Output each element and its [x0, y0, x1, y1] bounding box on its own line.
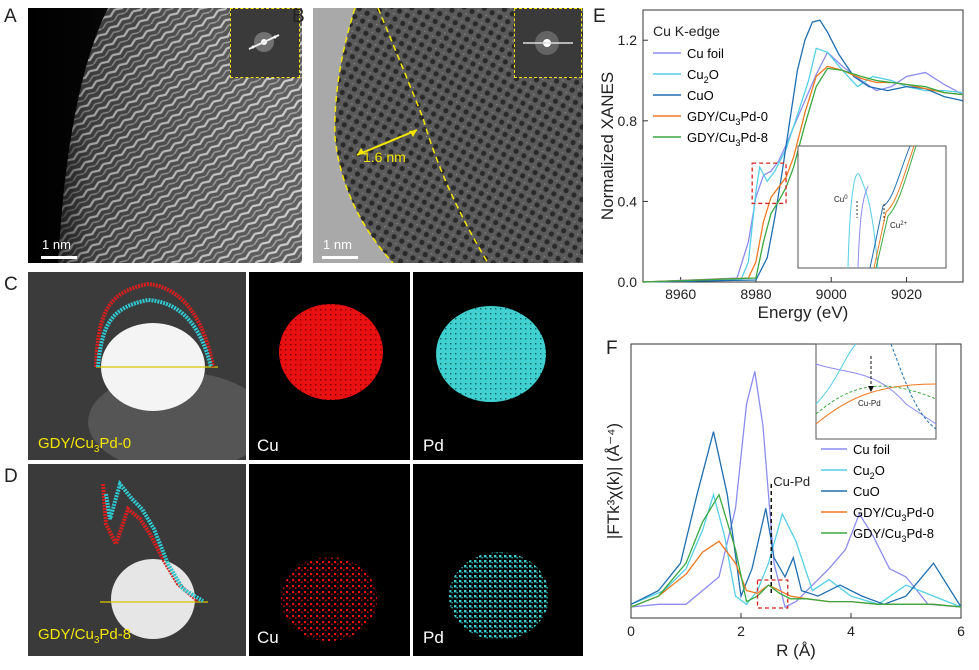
plot-frame	[630, 343, 962, 619]
legend-label: CuO	[687, 88, 714, 103]
inset-line	[847, 173, 879, 269]
inset-frame	[797, 145, 947, 269]
series-line	[630, 371, 962, 608]
cu-label-c: Cu	[257, 436, 279, 455]
series-line	[642, 19, 964, 283]
x-tick-label: 2	[737, 623, 745, 639]
hrtem-image-b: 1.6 nm 1 nm	[313, 8, 583, 263]
xanes-chart: 8960 8980 9000 9020 0.0 0.4 0.8 1.2 Energy (eV) N…	[598, 9, 964, 322]
inset: Cu-Pd	[815, 343, 937, 440]
series-line	[642, 47, 964, 283]
legend-label: GDY/Cu3Pd-0	[853, 505, 934, 523]
scale-bar-a	[41, 256, 77, 259]
exafs-chart: 0 2 4 6 R (Å) |FTk³χ(k)| (Å⁻⁴) Cu-Pd Cu foil Cu2…	[604, 343, 965, 660]
legend-label: GDY/Cu3Pd-0	[687, 109, 768, 127]
inset: Cu0 Cu2+	[797, 145, 947, 269]
x-tick-label: 4	[847, 623, 855, 639]
pd-label-d: Pd	[423, 628, 444, 647]
x-axis-label: Energy (eV)	[758, 303, 849, 322]
x-axis-label: R (Å)	[776, 641, 816, 660]
x-tick-label: 6	[957, 623, 965, 639]
cu-map-c: Cu	[249, 272, 410, 460]
scale-text-b: 1 nm	[323, 237, 352, 252]
highlight-box	[756, 579, 789, 609]
x-tick-label: 8980	[740, 286, 771, 302]
fft-pattern-a	[248, 32, 280, 52]
x-tick-label: 8960	[665, 286, 696, 302]
scale-bar-b	[322, 256, 358, 259]
haadf-image-c: GDY/Cu3Pd-0	[28, 272, 246, 460]
y-tick-label: 1.2	[618, 32, 638, 48]
pd-map-dots-d	[449, 552, 549, 640]
width-label-b: 1.6 nm	[363, 149, 406, 165]
pd-map-dots-c	[436, 306, 546, 402]
legend-label: Cu foil	[853, 442, 890, 457]
panel-letter-b: B	[292, 6, 305, 27]
y-tick-label: 0.8	[618, 113, 638, 129]
x-tick-label: 9000	[816, 286, 847, 302]
panel-letter-d: D	[4, 466, 18, 487]
inset-line	[857, 185, 869, 269]
inset-line	[890, 343, 937, 430]
fft-pattern-b	[523, 31, 573, 55]
panel-letter-f: F	[606, 338, 618, 359]
inset-line	[815, 383, 937, 425]
stem-image-a: 1 nm	[28, 8, 302, 263]
panel-letter-a: A	[4, 6, 17, 27]
pd-label-c: Pd	[423, 436, 444, 455]
fft-inset-a	[230, 8, 300, 78]
panel-letter-c: C	[4, 274, 18, 295]
haadf-image-d: GDY/Cu3Pd-8	[28, 464, 246, 656]
inset-arrow	[868, 386, 874, 392]
legend-label: CuO	[853, 484, 880, 499]
inset-line	[869, 145, 911, 269]
scale-text-a: 1 nm	[42, 237, 71, 252]
linescan-d	[100, 479, 208, 639]
series-line	[642, 67, 964, 283]
series-group	[642, 19, 964, 283]
inset-line	[875, 145, 917, 269]
plot-frame	[642, 9, 964, 283]
inset-label-cu0: Cu0	[834, 195, 848, 204]
inset-label-cu2: Cu2+	[890, 221, 908, 230]
sample-label-c: GDY/Cu3Pd-0	[38, 435, 132, 455]
inset-label: Cu-Pd	[858, 399, 881, 408]
inset-line	[815, 343, 857, 405]
fft-inset-b	[514, 8, 582, 78]
y-tick-label: 0.0	[618, 274, 638, 290]
series-line	[642, 51, 964, 283]
legend-label: Cu foil	[687, 46, 724, 61]
pd-map-c: Pd	[413, 272, 583, 460]
sample-label-d: GDY/Cu3Pd-8	[38, 626, 132, 646]
inset-line	[815, 385, 937, 415]
inset-line	[873, 145, 915, 269]
legend-label: GDY/Cu3Pd-8	[687, 130, 768, 148]
series-line	[630, 493, 962, 608]
legend-label: GDY/Cu3Pd-8	[853, 526, 934, 544]
cu-label-d: Cu	[257, 628, 279, 647]
chart-title: Cu K-edge	[653, 23, 720, 39]
panel-letter-e: E	[593, 6, 606, 27]
linescan-c	[88, 281, 246, 460]
x-tick-label: 9020	[891, 286, 922, 302]
cu-map-d: Cu	[249, 464, 410, 656]
series-line	[630, 431, 962, 608]
cu-pd-annotation: Cu-Pd	[773, 474, 810, 489]
series-group	[630, 371, 962, 608]
inset-line	[815, 363, 937, 425]
legend-label: Cu2O	[687, 67, 719, 85]
highlight-box	[751, 162, 787, 205]
cu-map-dots-d	[281, 557, 377, 641]
y-axis-label: Normalized XANES	[598, 72, 617, 220]
cu-map-dots-c	[279, 304, 383, 400]
y-tick-label: 0.4	[618, 193, 638, 209]
pd-map-d: Pd	[413, 464, 583, 656]
y-axis-label: |FTk³χ(k)| (Å⁻⁴)	[604, 423, 623, 539]
x-tick-label: 0	[627, 623, 635, 639]
legend-label: Cu2O	[853, 463, 885, 481]
